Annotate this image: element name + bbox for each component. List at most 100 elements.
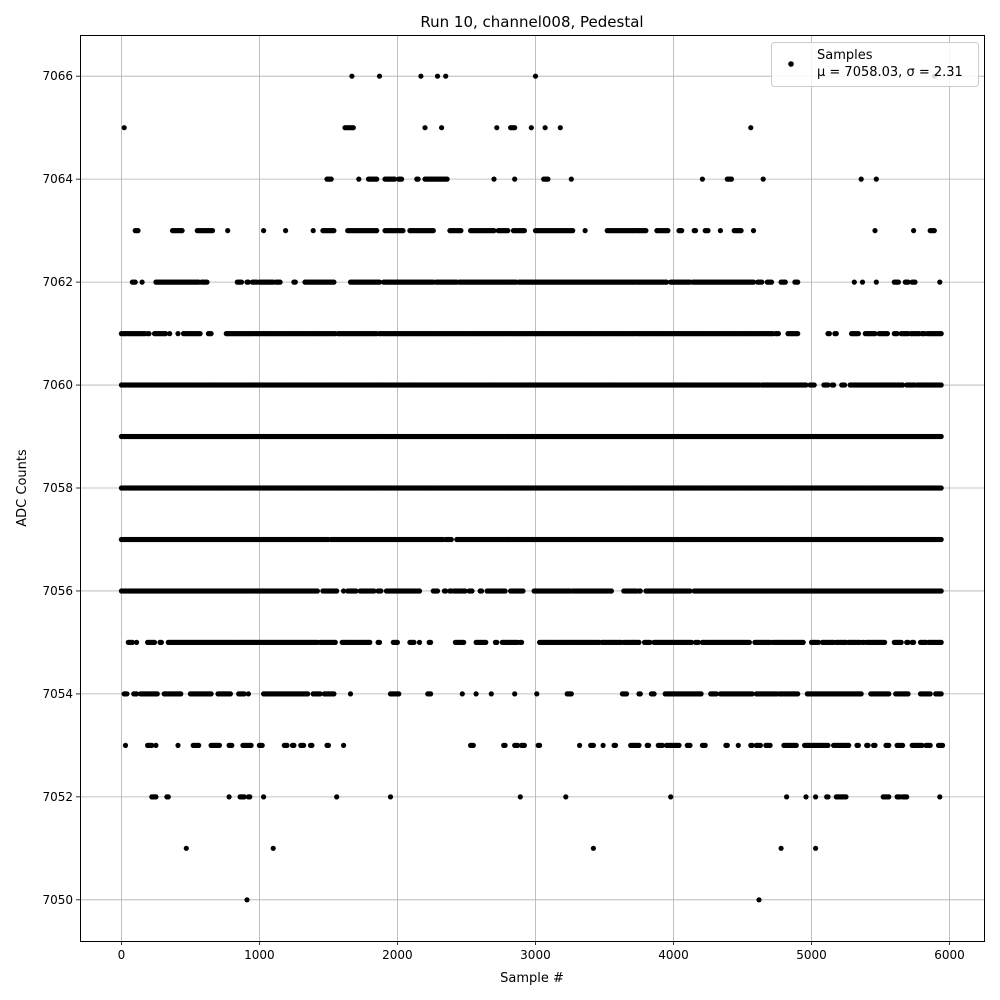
data-point: [479, 588, 485, 594]
data-point: [749, 742, 755, 749]
data-point: [135, 228, 141, 234]
data-point: [664, 279, 670, 285]
data-point: [882, 639, 888, 646]
data-point: [469, 588, 475, 594]
data-point: [134, 639, 140, 646]
data-point: [851, 279, 857, 285]
data-point: [226, 794, 232, 800]
data-point: [778, 845, 784, 851]
data-point: [400, 228, 406, 234]
data-point: [259, 742, 265, 749]
data-point: [651, 691, 657, 697]
data-point: [687, 588, 693, 594]
data-point: [521, 228, 528, 234]
data-point: [301, 742, 307, 749]
data-point: [470, 742, 476, 749]
data-point: [940, 742, 946, 749]
data-point: [374, 228, 380, 234]
data-point: [462, 588, 468, 594]
data-point: [208, 691, 214, 697]
data-point: [248, 742, 254, 749]
data-point: [428, 691, 434, 697]
data-point: [803, 794, 809, 800]
data-point: [428, 639, 434, 646]
data-point: [886, 742, 892, 749]
data-point: [912, 279, 918, 285]
data-point: [261, 228, 267, 234]
data-point: [208, 331, 214, 337]
data-point: [347, 691, 354, 697]
data-point: [520, 588, 526, 594]
data-point: [314, 588, 320, 594]
data-point: [855, 742, 862, 749]
data-point: [646, 742, 652, 749]
data-point: [600, 742, 606, 749]
data-point: [938, 485, 944, 491]
data-point: [813, 845, 819, 851]
data-point: [886, 691, 892, 697]
data-point: [858, 691, 864, 697]
data-point: [724, 742, 730, 749]
data-point: [937, 794, 943, 800]
data-point: [129, 639, 135, 646]
data-point: [376, 639, 383, 646]
data-point: [416, 588, 423, 594]
data-point: [283, 228, 289, 234]
data-point: [855, 331, 862, 337]
data-point: [175, 742, 181, 749]
data-point: [637, 588, 643, 594]
data-point: [245, 279, 251, 285]
data-point: [905, 691, 911, 697]
data-point: [134, 691, 140, 697]
data-point: [568, 691, 574, 697]
data-point: [884, 331, 891, 337]
data-point: [637, 691, 643, 697]
data-point: [512, 691, 518, 697]
data-point: [183, 845, 189, 851]
data-point: [698, 691, 704, 697]
data-point: [241, 794, 247, 800]
data-point: [811, 382, 817, 388]
data-point: [270, 845, 276, 851]
data-point: [612, 742, 619, 749]
data-point: [245, 691, 251, 697]
data-point: [473, 691, 479, 697]
chart-title: Run 10, channel008, Pedestal: [420, 13, 643, 31]
data-point: [927, 742, 933, 749]
data-point: [687, 742, 693, 749]
data-point: [175, 331, 181, 337]
data-point: [331, 279, 337, 285]
data-point: [494, 639, 500, 646]
data-point: [261, 794, 267, 800]
data-point: [332, 639, 338, 646]
data-point: [843, 794, 849, 800]
data-point: [371, 588, 377, 594]
data-point: [247, 794, 253, 800]
data-point: [197, 331, 203, 337]
data-point: [434, 588, 441, 594]
data-point: [334, 794, 340, 800]
data-point: [938, 536, 944, 543]
data-point: [795, 279, 801, 285]
data-point: [846, 742, 852, 749]
data-point: [938, 691, 944, 697]
data-point: [149, 742, 155, 749]
data-point: [636, 639, 642, 646]
data-point: [132, 279, 138, 285]
data-point: [227, 691, 233, 697]
data-point: [768, 279, 775, 285]
data-point: [636, 742, 642, 749]
data-point: [911, 639, 917, 646]
data-point: [153, 794, 159, 800]
data-point: [376, 279, 383, 285]
data-point: [505, 228, 511, 234]
data-point: [341, 742, 347, 749]
data-point: [894, 331, 900, 337]
data-point: [367, 639, 373, 646]
data-point: [825, 382, 831, 388]
data-point: [517, 794, 523, 800]
data-point: [387, 794, 394, 800]
data-point: [756, 897, 762, 903]
data-point: [241, 691, 247, 697]
